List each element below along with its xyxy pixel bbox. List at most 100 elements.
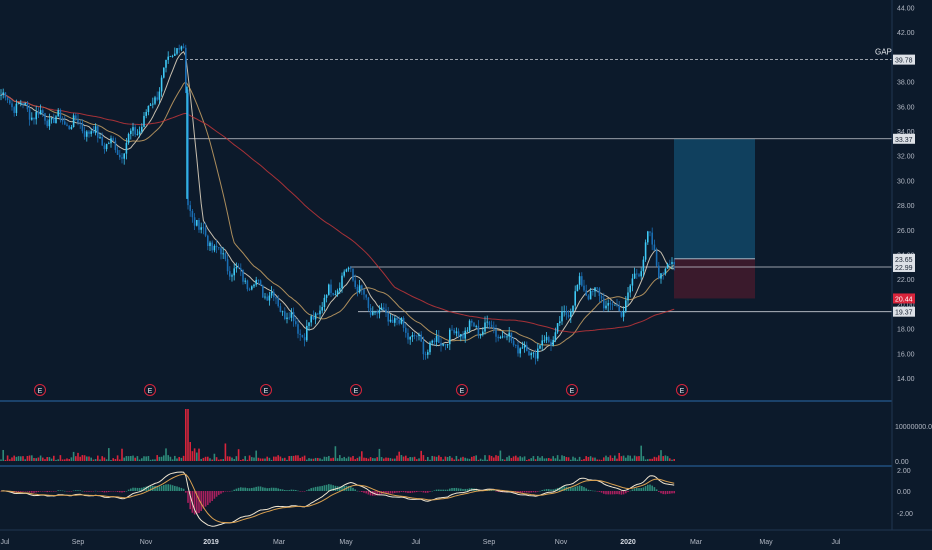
macd-hist-bar [198,491,200,514]
candle-body [191,210,194,218]
candle-body [528,351,530,356]
volume-bar [167,455,169,461]
candle-body [409,336,411,340]
macd-hist-bar [292,489,295,491]
time-tick-label: May [339,539,353,546]
volume-bar [253,457,255,461]
macd-hist-bar [97,491,99,492]
price-tag-text: 23.65 [895,257,913,264]
macd-hist-bar [409,491,411,494]
macd-hist-bar [233,489,235,491]
level-tag-box [893,261,915,272]
macd-hist-bar [81,490,84,492]
candle-body [435,335,438,342]
candle-body [455,331,458,334]
macd-hist-bar [330,484,332,491]
macd-hist-bar [570,487,572,491]
earnings-marker[interactable] [144,384,156,396]
candle-body [332,292,334,295]
macd-hist-bar [295,489,297,491]
volume-bar [642,456,645,461]
earnings-marker[interactable] [34,384,46,396]
volume-bar [218,459,220,461]
candle-body [130,130,132,134]
earnings-marker[interactable] [260,384,272,396]
candle-body [160,77,163,92]
candle-body [145,112,147,116]
candle-body [622,310,625,317]
candle-body [61,119,64,122]
volume-bar [22,456,24,461]
volume-bar [673,459,675,461]
candle-body [44,113,46,121]
earnings-marker[interactable] [566,384,578,396]
macd-axis[interactable]: 2.00 0.00 -2.00 [897,468,913,518]
time-axis[interactable]: Jul Sep Nov 2019 Mar May Jul Sep Nov 2020 Mar May Ju… [1,539,841,546]
volume-bar [365,457,367,461]
volume-bar [398,451,400,461]
earnings-marker[interactable] [676,384,688,396]
candle-body [552,339,554,346]
volume-bar [402,456,405,461]
candle-body [482,331,484,335]
candle-body [202,227,205,229]
volume-bar [158,456,161,461]
earnings-marker-label: E [354,388,359,395]
volume-bar [308,458,310,461]
macd-hist-bar [468,488,471,491]
volume-bar [235,456,238,461]
candle-body [391,319,394,323]
volume-axis[interactable]: 10000000.00 0.00 [895,424,932,466]
macd-hist-bar [259,486,262,491]
macd-hist-bar [257,486,260,491]
candle-body [171,55,174,57]
macd-hist-bar [68,491,70,492]
volume-bar [482,459,484,461]
price-pane[interactable]: GAP E E E E E E E [0,43,892,396]
volume-bar [486,459,488,461]
candle-body [83,131,86,137]
macd-lines [0,471,675,527]
macd-hist-bar [671,491,673,494]
macd-hist-bar [523,491,526,493]
volume-pane[interactable] [0,409,675,461]
volume-bar [248,455,251,461]
volume-bar [664,455,667,461]
macd-hist-bar [127,489,130,491]
volume-bar [196,452,198,461]
macd-pane[interactable] [0,471,675,527]
earnings-marker[interactable] [456,384,468,396]
volume-bar [6,455,9,461]
candle-body [152,103,154,105]
macd-hist-bar [490,490,493,491]
candle-body [92,131,95,133]
candle-body [649,231,651,233]
volume-bar [407,458,409,461]
volume-bar [75,456,77,461]
candle-body [237,267,240,269]
earnings-marker[interactable] [350,384,362,396]
horizontal-levels[interactable]: GAP [180,48,892,313]
macd-hist-bar [451,488,453,491]
candle-body [116,150,119,155]
candle-body [611,304,614,306]
volume-bar [288,456,290,461]
candle-body [57,110,59,117]
macd-hist-bar [154,485,156,491]
candle-body [543,340,546,342]
macd-hist-bar [83,491,86,492]
macd-hist-bar [583,487,585,491]
candle-body [301,334,304,338]
candle-body [567,314,570,317]
volume-bar [97,455,99,461]
volume-bar [350,457,352,461]
volume-bar [0,459,2,461]
candle-body [473,322,475,327]
volume-bar [187,409,189,461]
macd-hist-bar [119,491,121,493]
candle-body [526,345,528,352]
volume-bar [332,457,334,461]
candle-body [358,285,361,293]
